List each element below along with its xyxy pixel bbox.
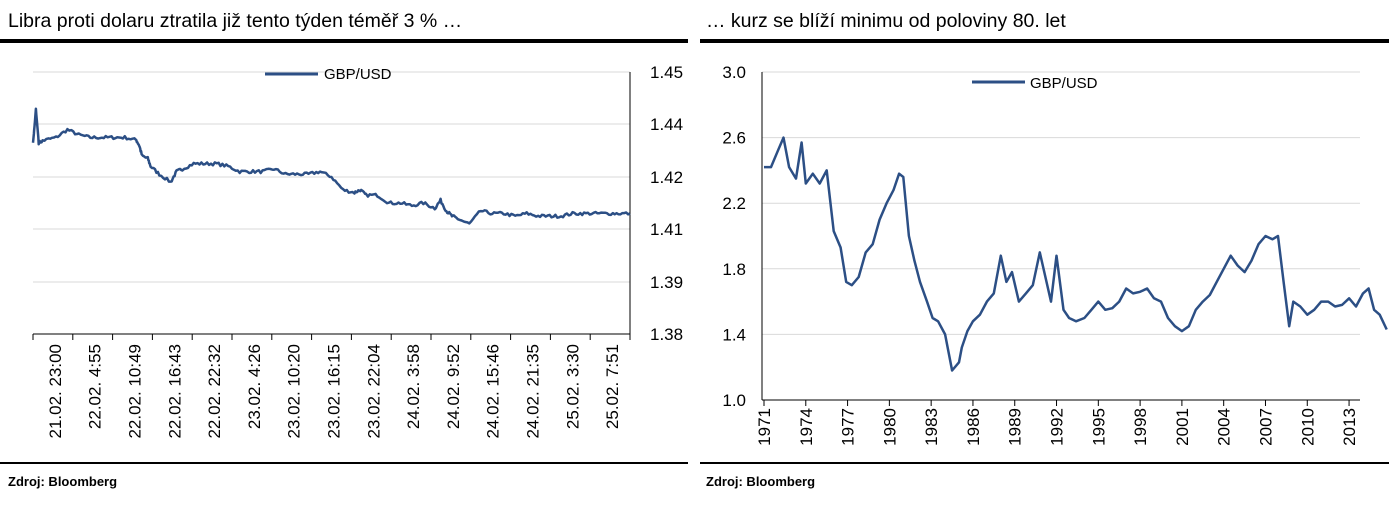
right-y-tick-label: 1.0: [722, 391, 746, 410]
right-x-tick-label: 2007: [1256, 408, 1275, 446]
right-x-tick-label: 1995: [1089, 408, 1108, 446]
right-chart-source: Zdroj: Bloomberg: [706, 474, 816, 489]
left-legend-label: GBP/USD: [324, 66, 392, 83]
left-y-tick-label: 1.38: [650, 325, 683, 344]
right-chart-plot: 3.0 2.6 2.2 1.8 1.4 1.0 1971 1974 1977 1980 1983 19…: [722, 63, 1388, 446]
left-chart-title: Libra proti dolaru ztratila již tento tý…: [8, 10, 463, 32]
right-bottom-rule: [700, 462, 1389, 464]
right-x-tick-label: 1977: [839, 408, 858, 446]
left-x-tick-label: 22.02. 22:32: [205, 344, 224, 439]
left-chart-source: Zdroj: Bloomberg: [8, 474, 118, 489]
right-x-tick-label: 1974: [797, 408, 816, 446]
right-x-tick-label: 1986: [964, 408, 983, 446]
left-x-tick-label: 24.02. 15:46: [484, 344, 503, 439]
left-x-tick-label: 22.02. 4:55: [86, 344, 105, 429]
right-legend-label: GBP/USD: [1030, 75, 1098, 92]
right-x-tick-label: 2013: [1340, 408, 1359, 446]
left-x-tick-label: 23.02. 10:20: [285, 344, 304, 439]
right-chart-title: … kurz se blíží minimu od poloviny 80. l…: [706, 10, 1066, 32]
right-x-tick-label: 1992: [1048, 408, 1067, 446]
left-x-tick-label: 22.02. 16:43: [165, 344, 184, 439]
left-x-tick-label: 23.02. 16:15: [324, 344, 343, 439]
right-x-tick-label: 1998: [1131, 408, 1150, 446]
right-x-tick-label: 1980: [880, 408, 899, 446]
left-title-rule: [0, 39, 688, 43]
left-chart-plot: 1.45 1.44 1.42 1.41 1.39 1.38 21.02. 23:00 22.0…: [31, 63, 683, 439]
left-x-tick-label: 25.02. 7:51: [603, 344, 622, 429]
left-x-tick-label: 22.02. 10:49: [125, 344, 144, 439]
left-bottom-rule: [0, 462, 688, 464]
right-x-tick-label: 1983: [922, 408, 941, 446]
right-chart-panel: … kurz se blíží minimu od poloviny 80. l…: [700, 0, 1389, 507]
right-x-tick-label: 1971: [755, 408, 774, 446]
right-y-tick-label: 1.8: [722, 260, 746, 279]
right-x-tick-label: 2010: [1298, 408, 1317, 446]
left-y-tick-label: 1.44: [650, 115, 683, 134]
right-series-line: [764, 136, 1388, 372]
left-y-tick-label: 1.45: [650, 63, 683, 82]
right-y-tick-label: 2.6: [722, 129, 746, 148]
left-x-tick-label: 21.02. 23:00: [46, 344, 65, 439]
left-chart-panel: Libra proti dolaru ztratila již tento tý…: [0, 0, 688, 507]
right-y-tick-label: 1.4: [722, 325, 746, 344]
right-y-tick-label: 2.2: [722, 194, 746, 213]
left-x-tick-label: 24.02. 9:52: [444, 344, 463, 429]
left-x-tick-label: 24.02. 3:58: [404, 344, 423, 429]
left-x-tick-label: 24.02. 21:35: [523, 344, 542, 439]
left-y-tick-label: 1.39: [650, 273, 683, 292]
right-x-tick-label: 1989: [1006, 408, 1025, 446]
right-title-rule: [700, 39, 1389, 43]
left-y-tick-label: 1.42: [650, 168, 683, 187]
right-y-tick-label: 3.0: [722, 63, 746, 82]
left-y-tick-label: 1.41: [650, 220, 683, 239]
left-series-line: [31, 107, 631, 225]
right-x-tick-label: 2001: [1173, 408, 1192, 446]
left-x-tick-label: 23.02. 4:26: [245, 344, 264, 429]
left-x-tick-label: 23.02. 22:04: [364, 344, 383, 439]
right-x-tick-label: 2004: [1215, 408, 1234, 446]
left-x-tick-label: 25.02. 3:30: [563, 344, 582, 429]
